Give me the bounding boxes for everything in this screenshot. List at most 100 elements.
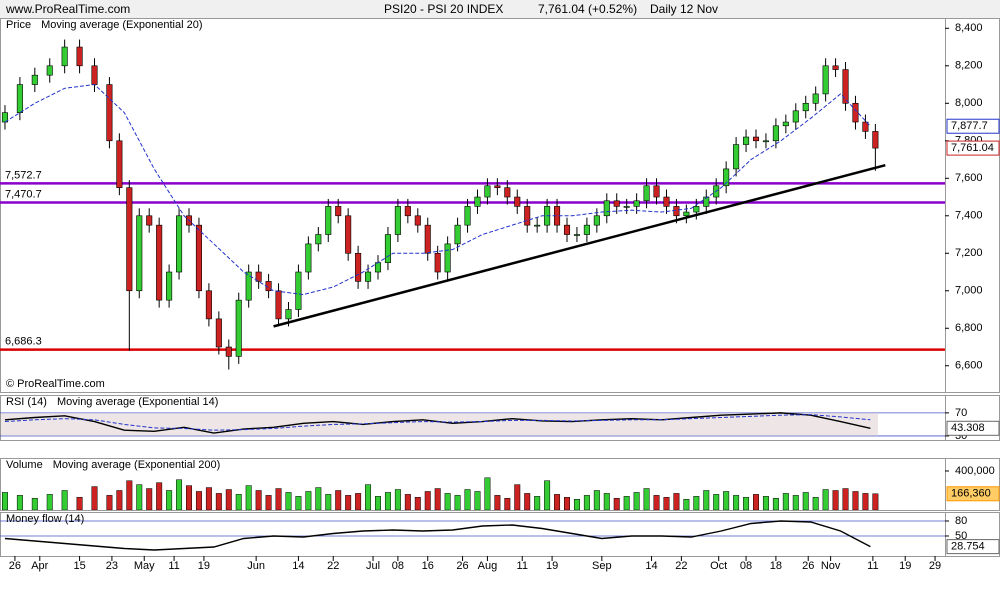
candle-body <box>583 224 590 235</box>
candle-body <box>832 65 839 70</box>
volume-bar <box>275 488 282 510</box>
candle-body <box>484 185 491 198</box>
volume-bar <box>126 480 133 510</box>
candle-body <box>792 110 799 123</box>
volume-bar <box>872 493 879 510</box>
volume-bar <box>106 495 113 510</box>
candle-body <box>215 318 222 348</box>
candle-body <box>494 185 501 188</box>
candle-body <box>693 206 700 213</box>
x-tick-label: 08 <box>392 560 404 572</box>
candle-body <box>514 196 521 207</box>
volume-bar <box>633 492 640 510</box>
volume-bar <box>424 491 431 510</box>
candle-body <box>384 234 391 263</box>
y-tick-label: 8,200 <box>955 60 983 72</box>
value-marker-label: 43.308 <box>951 422 985 434</box>
candle-body <box>394 206 401 235</box>
volume-bar <box>703 490 710 510</box>
y-tick-label: 6,600 <box>955 360 983 372</box>
volume-bar <box>176 479 183 510</box>
level-label: 6,686.3 <box>5 335 42 347</box>
volume-bar <box>345 495 352 510</box>
candle-body <box>802 102 809 112</box>
candle-body <box>643 185 650 202</box>
candle-body <box>723 168 730 187</box>
volume-bar <box>335 490 342 510</box>
x-tick-label: 26 <box>456 560 468 572</box>
y-tick-label: 7,600 <box>955 172 983 184</box>
candle-body <box>46 65 53 76</box>
y-tick-label: 50 <box>955 530 967 542</box>
volume-bar <box>434 488 441 510</box>
x-tick-label: May <box>134 560 155 572</box>
candle-body <box>16 84 23 113</box>
x-tick-label: 14 <box>292 560 304 572</box>
candle-body <box>365 271 372 282</box>
candle-body <box>782 121 789 127</box>
volume-bar <box>91 486 98 510</box>
volume-bar <box>116 490 123 510</box>
x-tick-label: 11 <box>517 560 528 572</box>
volume-bar <box>494 495 501 510</box>
volume-bar <box>504 498 511 510</box>
volume-bar <box>743 497 750 510</box>
candle-body <box>663 196 670 207</box>
y-tick-label: 7,200 <box>955 247 983 259</box>
candle-body <box>275 290 282 320</box>
volume-bar <box>1 492 8 510</box>
legend-entry: Moving average (Exponential 20) <box>41 19 202 31</box>
volume-bar <box>583 495 590 510</box>
volume-bar <box>166 490 173 510</box>
candle-body <box>245 271 252 301</box>
volume-bar <box>205 487 212 510</box>
volume-bar <box>76 497 83 510</box>
value-marker <box>946 486 1000 502</box>
candle-body <box>464 206 471 226</box>
volume-bar <box>384 492 391 510</box>
volume-bar <box>723 491 730 510</box>
candle-body <box>195 224 202 292</box>
candle-body <box>474 196 481 207</box>
volume-bar <box>842 488 849 510</box>
volume-bar <box>265 495 272 510</box>
x-tick-label: 22 <box>675 560 687 572</box>
volume-bar <box>524 493 531 510</box>
volume-bar <box>156 482 163 510</box>
candle-body <box>305 243 312 273</box>
value-marker-label: 7,761.04 <box>951 142 994 154</box>
volume-bar <box>186 485 192 510</box>
x-tick-label: 11 <box>867 560 878 572</box>
volume-bar <box>603 493 610 510</box>
value-marker <box>946 420 1000 436</box>
candle-body <box>653 185 660 198</box>
volume-bar <box>772 498 779 510</box>
candle-body <box>524 206 531 226</box>
series-line <box>4 84 871 296</box>
volume-bar <box>573 499 580 510</box>
value-marker-label: 166,360 <box>951 488 991 500</box>
volume-bar <box>325 494 332 510</box>
candle-body <box>454 224 461 245</box>
x-tick-label: 11 <box>168 560 179 572</box>
volume-bar <box>822 489 829 510</box>
legend-entry: Moving average (Exponential 200) <box>53 459 221 471</box>
quote: 7,761.04 (+0.52%) <box>538 2 637 16</box>
candle-body <box>743 136 750 145</box>
candle-body <box>872 131 879 149</box>
x-tick-label: 14 <box>645 560 657 572</box>
site: www.ProRealTime.com <box>5 2 130 16</box>
y-tick-label: 6,800 <box>955 322 983 334</box>
candle-body <box>424 224 431 254</box>
candle-body <box>812 93 819 104</box>
volume-bar <box>315 487 322 510</box>
value-marker-label: 7,877.7 <box>951 120 988 132</box>
volume-bar <box>663 497 670 510</box>
y-tick-label: 70 <box>955 407 967 419</box>
volume-bar <box>394 489 401 510</box>
legend-entry: Moving average (Exponential 14) <box>57 396 218 408</box>
candle-body <box>146 215 153 226</box>
x-tick-label: 19 <box>899 560 911 572</box>
volume-bar <box>365 484 372 510</box>
volume-bar <box>195 491 202 510</box>
